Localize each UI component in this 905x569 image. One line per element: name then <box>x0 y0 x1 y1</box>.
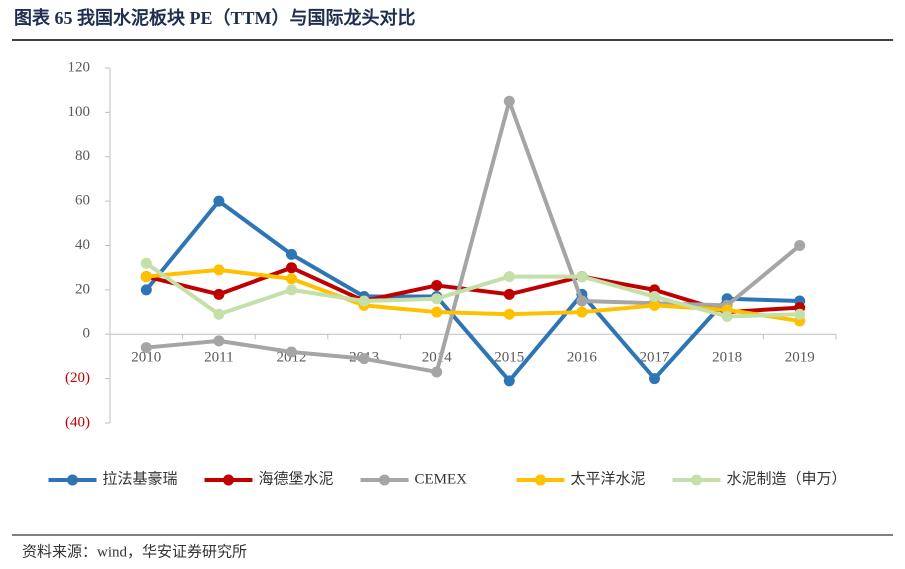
point <box>213 288 225 300</box>
x-tick-label: 2011 <box>204 350 233 366</box>
source: 资料来源：wind，华安证券研究所 <box>22 543 247 560</box>
legend-marker <box>379 474 390 486</box>
x-tick-label: 2019 <box>785 350 815 366</box>
x-tick-label: 2018 <box>712 350 742 366</box>
point <box>140 342 152 354</box>
legend-marker <box>223 474 234 486</box>
x-tick-label: 2010 <box>131 350 161 366</box>
point <box>794 240 806 251</box>
x-tick-label: 2014 <box>422 350 453 366</box>
legend-label: 水泥制造（申万） <box>727 470 847 487</box>
point <box>503 375 515 387</box>
point <box>140 284 152 296</box>
point <box>213 308 225 320</box>
point <box>503 95 515 107</box>
y-tick-label: (20) <box>65 370 90 386</box>
point <box>794 308 806 320</box>
point <box>649 373 660 385</box>
point <box>286 273 297 285</box>
point <box>431 306 443 318</box>
y-tick-label: 120 <box>68 59 91 75</box>
legend-label: 拉法基豪瑞 <box>103 469 178 487</box>
legend-marker <box>67 474 78 486</box>
point <box>358 295 370 307</box>
point <box>503 288 515 300</box>
legend-label: 太平洋水泥 <box>571 470 646 487</box>
series-line <box>146 99 801 374</box>
legend-marker <box>691 474 702 486</box>
y-tick-label: 40 <box>75 237 90 253</box>
series-line <box>144 199 800 383</box>
series-line <box>146 267 801 323</box>
point <box>286 284 297 296</box>
series-line <box>145 261 800 319</box>
point <box>286 262 297 274</box>
point <box>503 308 515 320</box>
point <box>649 299 660 311</box>
point <box>286 346 297 358</box>
legend-label: 海德堡水泥 <box>259 469 334 487</box>
point <box>576 271 588 283</box>
point <box>503 271 515 283</box>
point <box>140 257 152 269</box>
chart-title: 图表 65 我国水泥板块 PE（TTM）与国际龙头对比 <box>14 7 416 28</box>
point <box>358 353 370 365</box>
point <box>213 195 225 207</box>
legend-label: CEMEX <box>415 471 468 487</box>
legend-marker <box>535 474 546 486</box>
point <box>431 366 443 378</box>
y-tick-label: (40) <box>65 414 90 430</box>
y-tick-label: 100 <box>68 104 91 120</box>
point <box>431 279 443 291</box>
point <box>431 293 443 305</box>
x-tick-label: 2017 <box>640 350 671 366</box>
series-line <box>145 265 800 315</box>
point <box>576 306 588 318</box>
point <box>213 335 225 347</box>
x-tick-label: 2016 <box>567 350 598 366</box>
y-tick-label: 80 <box>75 148 90 164</box>
point <box>721 311 733 322</box>
point <box>649 291 660 303</box>
point <box>140 271 152 283</box>
point <box>213 264 225 276</box>
x-tick-label: 2015 <box>494 350 524 366</box>
point <box>576 295 588 307</box>
y-tick-label: 0 <box>83 326 91 342</box>
y-tick-label: 60 <box>75 193 90 209</box>
y-tick-label: 20 <box>75 281 90 297</box>
point <box>286 248 297 260</box>
